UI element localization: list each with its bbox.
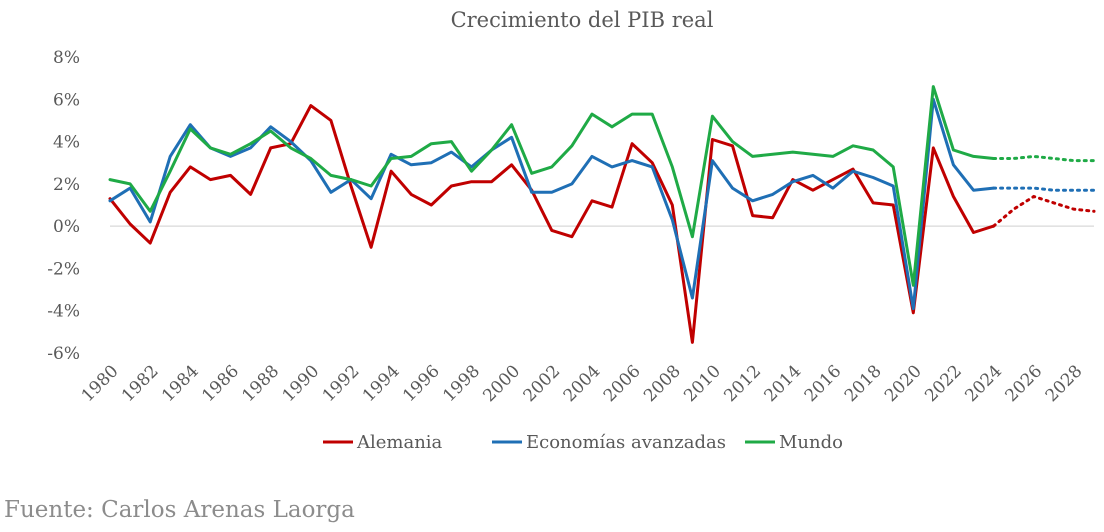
y-tick-label: -6% [47, 344, 80, 364]
x-tick-label: 1982 [118, 361, 163, 406]
x-tick-label: 2016 [801, 361, 846, 406]
y-tick-label: 4% [53, 133, 80, 153]
x-tick-label: 1990 [279, 361, 324, 406]
y-tick-label: 0% [53, 217, 80, 237]
x-tick-label: 1984 [158, 361, 203, 406]
x-tick-label: 2012 [720, 361, 765, 406]
y-tick-label: -4% [47, 302, 80, 322]
forecast-line-mundo [992, 154, 1096, 163]
y-tick-label: 6% [53, 90, 80, 110]
x-tick-label: 2000 [479, 361, 524, 406]
x-tick-label: 2026 [1002, 361, 1047, 406]
y-tick-label: 8% [53, 48, 80, 68]
x-tick-label: 1980 [78, 361, 123, 406]
series-line-economias-avanzadas [108, 97, 996, 311]
series-lines [108, 85, 1096, 344]
series-line-mundo [108, 85, 996, 287]
x-tick-label: 1996 [399, 361, 444, 406]
x-tick-label: 2020 [881, 361, 926, 406]
x-tick-label: 1992 [319, 361, 364, 406]
source-note: Fuente: Carlos Arenas Laorga [4, 497, 355, 523]
x-tick-label: 2010 [680, 361, 725, 406]
x-tick-label: 2014 [761, 361, 806, 406]
chart-title: Crecimiento del PIB real [451, 8, 714, 32]
x-tick-label: 2002 [520, 361, 565, 406]
y-axis: 8% 6% 4% 2% 0% -2% -4% -6% [47, 48, 80, 364]
legend-label: Alemania [356, 432, 443, 453]
x-tick-label: 2006 [600, 361, 645, 406]
x-axis: 1980198219841986198819901992199419961998… [78, 361, 1087, 406]
x-tick-label: 2004 [560, 361, 605, 406]
y-tick-label: -2% [47, 259, 80, 279]
series-line-alemania [108, 104, 996, 344]
x-tick-label: 2024 [961, 361, 1006, 406]
x-tick-label: 2018 [841, 361, 886, 406]
x-tick-label: 2008 [640, 361, 685, 406]
x-tick-label: 1986 [198, 361, 243, 406]
gdp-growth-chart: Crecimiento del PIB real 8% 6% 4% 2% 0% -2% -4… [47, 8, 1096, 453]
legend: Alemania Economías avanzadas Mundo [323, 432, 843, 453]
y-tick-label: 2% [53, 175, 80, 195]
x-tick-label: 1994 [359, 361, 404, 406]
x-tick-label: 1998 [439, 361, 484, 406]
x-tick-label: 2028 [1042, 361, 1087, 406]
x-tick-label: 2022 [921, 361, 966, 406]
legend-label: Mundo [779, 432, 843, 453]
forecast-line-economias-avanzadas [992, 186, 1096, 192]
legend-label: Economías avanzadas [526, 432, 726, 453]
forecast-line-alemania [992, 194, 1096, 228]
x-tick-label: 1988 [238, 361, 283, 406]
